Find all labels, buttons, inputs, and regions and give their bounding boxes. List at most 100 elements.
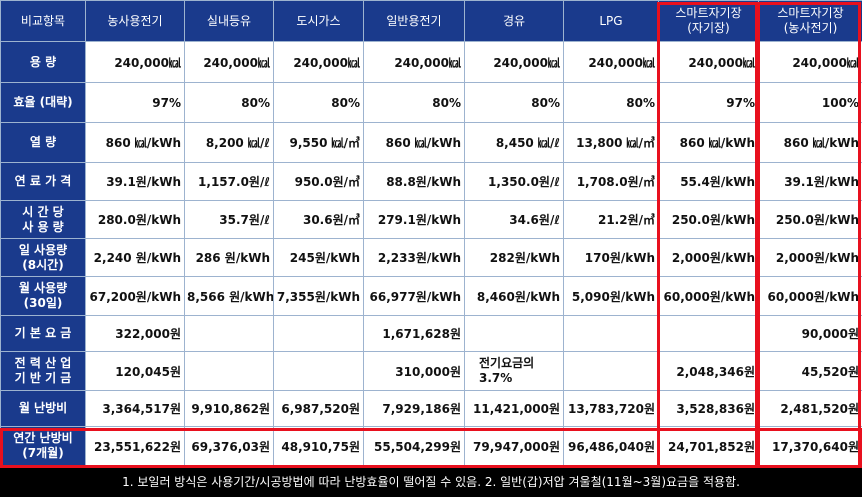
table-cell: 2,000원/kWh xyxy=(758,238,862,277)
table-cell: 전기요금의 3.7% xyxy=(464,351,564,391)
row-label: 기 본 요 금 xyxy=(0,315,86,352)
footnote: 1. 보일러 방식은 사용기간/시공방법에 따라 난방효율이 떨어질 수 있음.… xyxy=(0,468,862,497)
table-cell: 286 원/kWh xyxy=(184,238,274,277)
table-cell: 245원/kWh xyxy=(273,238,364,277)
table-cell: 250.0원/kWh xyxy=(758,200,862,239)
row-label: 시 간 당 사 용 량 xyxy=(0,200,86,239)
table-cell: 90,000원 xyxy=(758,315,862,352)
table-row: 열 량 860 ㎉/kWh 8,200 ㎉/ℓ 9,550 ㎉/㎥ 860 ㎉/kWh 8… xyxy=(0,122,862,163)
header-column-2: 실내등유 xyxy=(184,0,274,42)
table-cell: 280.0원/kWh xyxy=(85,200,185,239)
table-cell: 8,200 ㎉/ℓ xyxy=(184,122,274,163)
table-cell: 950.0원/㎥ xyxy=(273,162,364,201)
table-cell: 240,000㎉ xyxy=(184,41,274,83)
table-cell: 97% xyxy=(85,82,185,123)
row-label: 열 량 xyxy=(0,122,86,163)
table-cell: 9,910,862원 xyxy=(184,390,274,427)
table-cell: 2,048,346원 xyxy=(658,351,759,391)
header-column-7: 스마트자기장 (자기장) xyxy=(658,0,759,42)
table-cell: 3,364,517원 xyxy=(85,390,185,427)
row-label: 월 사용량 (30일) xyxy=(0,276,86,316)
table-cell: 240,000㎉ xyxy=(658,41,759,83)
table-cell: 39.1원/kWh xyxy=(758,162,862,201)
table-cell: 80% xyxy=(464,82,564,123)
table-cell: 120,045원 xyxy=(85,351,185,391)
row-label: 연간 난방비 (7개월) xyxy=(0,426,86,466)
table-cell: 8,450 ㎉/ℓ xyxy=(464,122,564,163)
table-cell xyxy=(464,315,564,352)
table-row: 월 사용량 (30일) 67,200원/kWh 8,566 원/kWh 7,355원/… xyxy=(0,276,862,316)
table-cell: 860 ㎉/kWh xyxy=(85,122,185,163)
row-label: 일 사용량 (8시간) xyxy=(0,238,86,277)
table-cell: 250.0원/kWh xyxy=(658,200,759,239)
table-cell: 3,528,836원 xyxy=(658,390,759,427)
table-cell: 80% xyxy=(184,82,274,123)
table-cell: 13,783,720원 xyxy=(563,390,659,427)
header-column-4: 일반용전기 xyxy=(363,0,465,42)
table-row: 기 본 요 금 322,000원 1,671,628원 90,000원 xyxy=(0,315,862,352)
table-cell: 80% xyxy=(563,82,659,123)
table-cell: 1,671,628원 xyxy=(363,315,465,352)
header-compare-item: 비교항목 xyxy=(0,0,86,42)
table-cell xyxy=(184,351,274,391)
row-label: 월 난방비 xyxy=(0,390,86,427)
header-column-8: 스마트자기장 (농사전기) xyxy=(758,0,862,42)
table-cell: 860 ㎉/kWh xyxy=(758,122,862,163)
row-label: 전 력 산 업 기 반 기 금 xyxy=(0,351,86,391)
table-cell: 860 ㎉/kWh xyxy=(658,122,759,163)
table-cell: 34.6원/ℓ xyxy=(464,200,564,239)
table-row: 전 력 산 업 기 반 기 금 120,045원 310,000원 전기요금의 3.7… xyxy=(0,351,862,391)
table-cell: 8,566 원/kWh xyxy=(184,276,274,316)
table-cell: 97% xyxy=(658,82,759,123)
table-cell: 322,000원 xyxy=(85,315,185,352)
table-cell: 17,370,640원 xyxy=(758,426,862,466)
row-label: 효율 (대략) xyxy=(0,82,86,123)
table-cell: 1,157.0원/ℓ xyxy=(184,162,274,201)
table-cell: 35.7원/ℓ xyxy=(184,200,274,239)
table-cell: 310,000원 xyxy=(363,351,465,391)
comparison-table: 비교항목 농사용전기 실내등유 도시가스 일반용전기 경유 LPG 스마트자기장 (자기장) 스… xyxy=(0,0,862,466)
table-body: 용 량 240,000㎉ 240,000㎉ 240,000㎉ 240,000㎉ 240,0… xyxy=(0,41,862,466)
table-cell: 170원/kWh xyxy=(563,238,659,277)
table-cell: 66,977원/kWh xyxy=(363,276,465,316)
table-cell: 30.6원/㎥ xyxy=(273,200,364,239)
table-cell: 45,520원 xyxy=(758,351,862,391)
table-cell: 1,708.0원/㎥ xyxy=(563,162,659,201)
table-cell: 240,000㎉ xyxy=(464,41,564,83)
table-cell: 13,800 ㎉/㎥ xyxy=(563,122,659,163)
table-cell: 240,000㎉ xyxy=(273,41,364,83)
table-cell: 2,240 원/kWh xyxy=(85,238,185,277)
table-cell: 80% xyxy=(363,82,465,123)
table-row: 일 사용량 (8시간) 2,240 원/kWh 286 원/kWh 245원/kWh 2… xyxy=(0,238,862,277)
table-cell: 55,504,299원 xyxy=(363,426,465,466)
table-cell: 24,701,852원 xyxy=(658,426,759,466)
table-row: 연간 난방비 (7개월) 23,551,622원 69,376,03원 48,910,… xyxy=(0,426,862,466)
table-cell: 21.2원/㎥ xyxy=(563,200,659,239)
table-cell: 96,486,040원 xyxy=(563,426,659,466)
table-cell: 67,200원/kWh xyxy=(85,276,185,316)
table-cell: 23,551,622원 xyxy=(85,426,185,466)
table-cell xyxy=(273,351,364,391)
header-column-5: 경유 xyxy=(464,0,564,42)
table-cell: 60,000원/kWh xyxy=(658,276,759,316)
table-cell: 55.4원/kWh xyxy=(658,162,759,201)
table-cell: 279.1원/kWh xyxy=(363,200,465,239)
table-cell: 39.1원/kWh xyxy=(85,162,185,201)
table-cell: 7,355원/kWh xyxy=(273,276,364,316)
table-cell: 860 ㎉/kWh xyxy=(363,122,465,163)
table-cell: 240,000㎉ xyxy=(85,41,185,83)
table-row: 월 난방비 3,364,517원 9,910,862원 6,987,520원 7,929… xyxy=(0,390,862,427)
table-cell: 8,460원/kWh xyxy=(464,276,564,316)
table-cell: 100% xyxy=(758,82,862,123)
table-row: 효율 (대략) 97% 80% 80% 80% 80% 80% 97% 100% xyxy=(0,82,862,123)
table-cell xyxy=(658,315,759,352)
table-cell: 2,481,520원 xyxy=(758,390,862,427)
table-cell: 2,000원/kWh xyxy=(658,238,759,277)
table-cell: 240,000㎉ xyxy=(563,41,659,83)
table-cell: 80% xyxy=(273,82,364,123)
table-cell: 60,000원/kWh xyxy=(758,276,862,316)
header-row: 비교항목 농사용전기 실내등유 도시가스 일반용전기 경유 LPG 스마트자기장 (자기장) 스… xyxy=(0,0,862,42)
table-cell: 5,090원/kWh xyxy=(563,276,659,316)
table-cell: 88.8원/kWh xyxy=(363,162,465,201)
table-cell: 9,550 ㎉/㎥ xyxy=(273,122,364,163)
